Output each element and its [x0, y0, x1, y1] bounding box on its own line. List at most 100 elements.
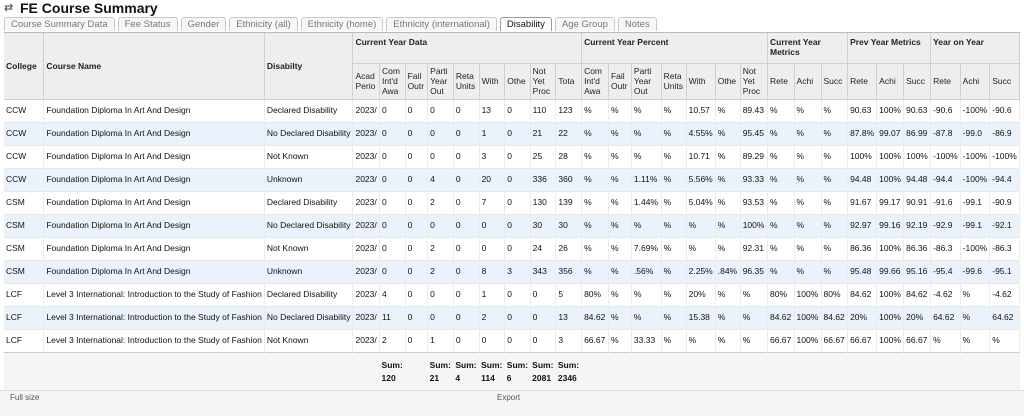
- export-link[interactable]: Export: [497, 393, 521, 402]
- col-header-cur-data[interactable]: Parti Year Out: [427, 63, 454, 100]
- col-header-prev-metric[interactable]: Rete: [847, 63, 878, 100]
- col-header-cur-data[interactable]: With: [479, 63, 506, 100]
- cell-college: CCW: [4, 122, 45, 145]
- full-size-link[interactable]: Full size: [10, 393, 40, 402]
- col-header-cur-data[interactable]: Reta Units: [453, 63, 480, 100]
- col-header-cur-pct[interactable]: Reta Units: [661, 63, 687, 100]
- col-header-course-name[interactable]: Course Name: [43, 33, 265, 100]
- cell-data: 0: [453, 237, 480, 260]
- cell-data: 0: [504, 214, 531, 237]
- col-header-cur-data[interactable]: Acad Perio: [352, 63, 381, 100]
- cell-data: 0: [379, 168, 406, 191]
- table-row[interactable]: CCW Foundation Diploma In Art And Design N…: [4, 122, 1020, 145]
- col-header-prev-metric[interactable]: Succ: [903, 63, 932, 100]
- col-header-cur-data[interactable]: Com Int'd Awa: [379, 63, 406, 100]
- cell-data: 0: [405, 122, 429, 145]
- footer-bar: Full size Export: [0, 390, 1024, 416]
- col-header-cur-data[interactable]: Not Yet Proc: [530, 63, 557, 100]
- cell-yoy: -100%: [960, 145, 991, 168]
- cell-data: 110: [530, 99, 557, 122]
- col-header-cur-pct[interactable]: With: [686, 63, 716, 100]
- cell-prev: 99.07: [876, 122, 905, 145]
- cell-yoy: -90.6: [989, 99, 1020, 122]
- cell-pct: %: [715, 214, 741, 237]
- col-header-cur-metric[interactable]: Achi: [794, 63, 822, 100]
- table-row[interactable]: CCW Foundation Diploma In Art And Design D…: [4, 99, 1020, 122]
- cell-pct: 100%: [740, 214, 768, 237]
- tab-ethnicity-all[interactable]: Ethnicity (all): [229, 17, 298, 31]
- table-row[interactable]: LCF Level 3 International: Introduction t…: [4, 306, 1020, 329]
- cell-cur: %: [767, 214, 795, 237]
- cell-prev: 20%: [903, 306, 932, 329]
- cell-yoy: -87.8: [930, 122, 961, 145]
- tab-course-summary-data[interactable]: Course Summary Data: [4, 17, 115, 31]
- cell-data: 2: [379, 329, 406, 352]
- cell-cur: %: [794, 99, 822, 122]
- cell-course-name: Foundation Diploma In Art And Design: [43, 260, 265, 283]
- cell-data: 0: [453, 168, 480, 191]
- cell-data: 0: [453, 306, 480, 329]
- col-header-yoy[interactable]: Achi: [960, 63, 991, 100]
- cell-pct: %: [715, 283, 741, 306]
- cell-prev: 95.16: [903, 260, 932, 283]
- cell-data: 1: [479, 122, 506, 145]
- col-header-cur-pct[interactable]: Com Int'd Awa: [581, 63, 609, 100]
- col-header-cur-metric[interactable]: Succ: [821, 63, 849, 100]
- cell-prev: 90.91: [903, 191, 932, 214]
- cell-cur: %: [821, 122, 849, 145]
- tab-gender[interactable]: Gender: [180, 17, 227, 31]
- data-grid[interactable]: College Course Name Disabilty Current Ye…: [4, 32, 1020, 391]
- cell-course-name: Foundation Diploma In Art And Design: [43, 237, 265, 260]
- cell-data: 0: [453, 214, 480, 237]
- col-header-prev-metric[interactable]: Achi: [876, 63, 905, 100]
- table-row[interactable]: CSM Foundation Diploma In Art And Design D…: [4, 191, 1020, 214]
- col-header-cur-data[interactable]: Tota: [555, 63, 583, 100]
- tab-ethnicity-international[interactable]: Ethnicity (international): [386, 17, 497, 31]
- col-header-yoy[interactable]: Succ: [989, 63, 1020, 100]
- col-header-cur-metric[interactable]: Rete: [767, 63, 795, 100]
- sum-cell: Sum: 21: [427, 351, 454, 391]
- table-row[interactable]: CCW Foundation Diploma In Art And Design U…: [4, 168, 1020, 191]
- col-header-cur-pct[interactable]: Othe: [715, 63, 741, 100]
- tab-disability[interactable]: Disability: [499, 17, 552, 31]
- cell-cur: %: [821, 145, 849, 168]
- sum-cell: Sum: 2081: [530, 351, 556, 391]
- cell-college: CSM: [4, 214, 45, 237]
- col-header-cur-pct[interactable]: Parti Year Out: [631, 63, 662, 100]
- tab-ethnicity-home[interactable]: Ethnicity (home): [300, 17, 384, 31]
- cell-data: 0: [453, 99, 480, 122]
- col-header-cur-data[interactable]: Fail Outr: [405, 63, 429, 100]
- cell-data: 0: [479, 329, 506, 352]
- cell-yoy: %: [960, 329, 991, 352]
- table-row[interactable]: CSM Foundation Diploma In Art And Design U…: [4, 260, 1020, 283]
- table-row[interactable]: CSM Foundation Diploma In Art And Design N…: [4, 214, 1020, 237]
- refresh-icon[interactable]: ⇄: [4, 2, 14, 14]
- col-header-cur-pct[interactable]: Not Yet Proc: [740, 63, 768, 100]
- cell-pct: %: [581, 237, 609, 260]
- cell-prev: 95.48: [847, 260, 878, 283]
- col-header-college[interactable]: College: [4, 33, 45, 100]
- tab-notes[interactable]: Notes: [617, 17, 657, 31]
- cell-cur: 66.67: [821, 329, 849, 352]
- cell-college: LCF: [4, 329, 45, 352]
- col-header-cur-data[interactable]: Othe: [504, 63, 531, 100]
- cell-prev: 84.62: [847, 283, 878, 306]
- cell-pct: %: [581, 122, 609, 145]
- table-row[interactable]: LCF Level 3 International: Introduction t…: [4, 329, 1020, 352]
- col-header-yoy[interactable]: Rete: [930, 63, 961, 100]
- col-header-cur-pct[interactable]: Fail Outr: [608, 63, 632, 100]
- cell-prev: 84.62: [903, 283, 932, 306]
- table-row[interactable]: CCW Foundation Diploma In Art And Design N…: [4, 145, 1020, 168]
- cell-data: 7: [479, 191, 506, 214]
- cell-data: 356: [555, 260, 583, 283]
- cell-prev: 86.36: [903, 237, 932, 260]
- cell-prev: 92.97: [847, 214, 878, 237]
- col-header-disability[interactable]: Disabilty: [264, 33, 354, 100]
- cell-data: 2023/: [352, 122, 381, 145]
- table-row[interactable]: LCF Level 3 International: Introduction t…: [4, 283, 1020, 306]
- cell-yoy: -94.4: [930, 168, 961, 191]
- tab-age-group[interactable]: Age Group: [554, 17, 615, 31]
- table-row[interactable]: CSM Foundation Diploma In Art And Design N…: [4, 237, 1020, 260]
- tab-fee-status[interactable]: Fee Status: [117, 17, 178, 31]
- cell-pct: %: [740, 283, 768, 306]
